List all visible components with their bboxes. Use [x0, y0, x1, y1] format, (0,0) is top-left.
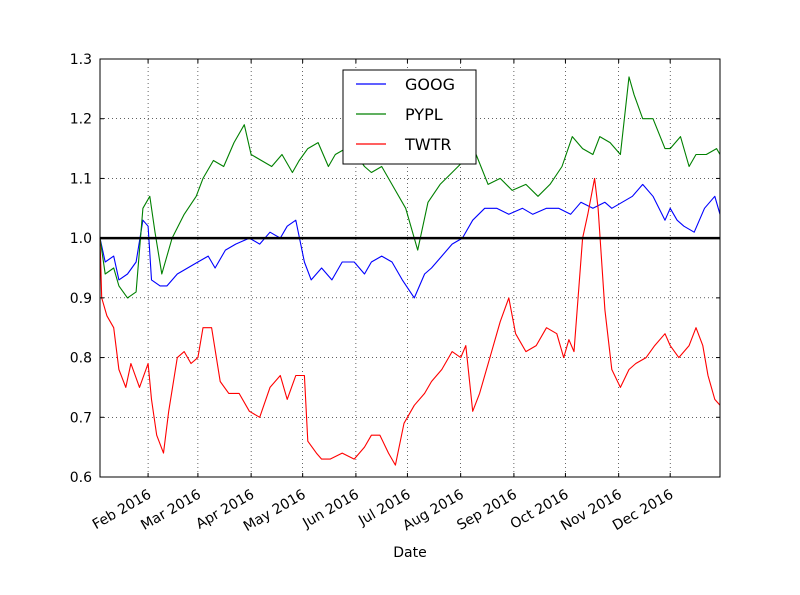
y-tick-label: 1.3 — [70, 52, 92, 68]
x-tick-label: Sep 2016 — [454, 487, 520, 534]
legend-label-twtr: TWTR — [404, 135, 451, 154]
series-line-pypl — [99, 76, 721, 299]
legend-label-goog: GOOG — [405, 75, 455, 94]
y-tick-label: 0.7 — [70, 410, 92, 426]
legend: GOOG PYPL TWTR — [342, 69, 477, 165]
series-line-twtr — [99, 177, 721, 466]
y-tick-label: 1.1 — [70, 171, 92, 187]
y-tick-label: 0.8 — [70, 351, 92, 367]
x-axis-title: Date — [393, 545, 426, 561]
legend-label-pypl: PYPL — [405, 105, 443, 124]
y-tick-label: 1.0 — [70, 231, 92, 247]
plot-area-frame — [99, 58, 721, 478]
series-line-goog — [99, 183, 721, 299]
x-tick-label: Aug 2016 — [400, 487, 466, 535]
y-tick-label: 0.6 — [70, 470, 92, 486]
legend-box — [342, 69, 477, 165]
series-lines — [99, 76, 721, 466]
x-tick-label: Jun 2016 — [299, 487, 362, 532]
y-tick-label: 0.9 — [70, 291, 92, 307]
y-tick-label: 1.2 — [70, 112, 92, 128]
